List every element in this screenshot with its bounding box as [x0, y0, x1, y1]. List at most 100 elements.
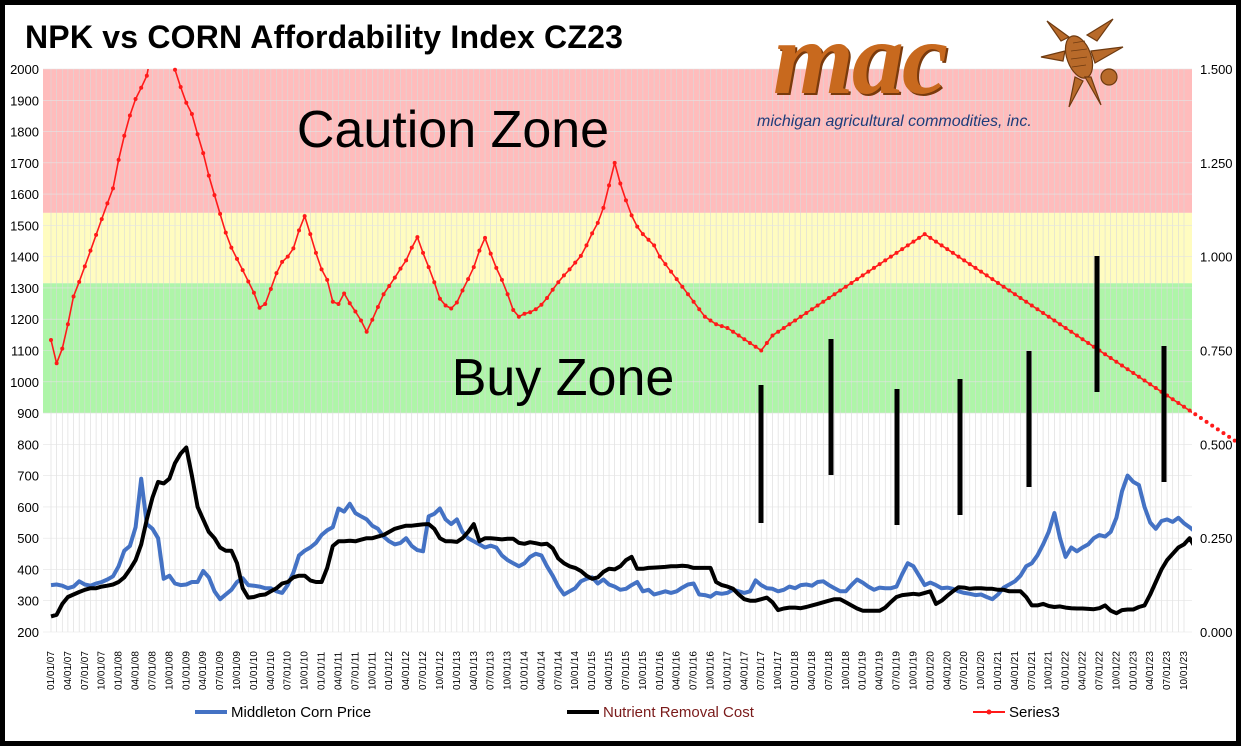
series3-point: [640, 232, 645, 237]
x-tick-label: 01/01/09: [181, 651, 192, 690]
legend-label-1: Nutrient Removal Cost: [603, 704, 755, 721]
x-tick-label: 01/01/14: [519, 651, 530, 690]
series3-point: [798, 314, 803, 319]
series3-point: [488, 251, 493, 256]
series3-point: [1176, 401, 1181, 406]
series3-point: [1029, 303, 1034, 308]
series3-point: [838, 288, 843, 293]
zone-band-2: [43, 283, 1192, 414]
series3-point: [370, 317, 375, 322]
series3-point: [855, 277, 860, 282]
series3-point: [781, 325, 786, 330]
series3-point: [1012, 292, 1017, 297]
series3-point: [809, 307, 814, 312]
series3-point: [1182, 404, 1186, 409]
series3-point: [776, 329, 781, 334]
series3-point: [268, 286, 273, 291]
x-tick-label: 04/01/17: [739, 651, 750, 690]
chart-canvas: Caution Zone Buy Zone 200 300 400 500 600 700 80…: [10, 62, 1236, 721]
series3-point: [922, 232, 927, 237]
x-tick-label: 01/01/08: [114, 651, 125, 690]
left-tick-label: 300: [17, 594, 39, 609]
caution-zone-label: Caution Zone: [297, 101, 609, 159]
series3-point: [1227, 434, 1232, 439]
series3-point: [1187, 408, 1192, 413]
series3-point: [719, 324, 724, 329]
series3-point: [330, 299, 335, 304]
series3-point: [437, 296, 442, 301]
x-tick-label: 01/01/12: [384, 651, 395, 690]
x-tick-label: 01/01/22: [1061, 651, 1072, 690]
x-tick-label: 07/01/09: [215, 651, 226, 690]
series3-point: [1063, 325, 1068, 330]
series3-point: [94, 232, 99, 237]
series3-point: [1131, 371, 1136, 376]
series3-point: [1086, 340, 1091, 345]
series3-point: [714, 322, 719, 327]
series3-point: [697, 307, 702, 312]
series3-point: [894, 250, 899, 255]
series3-point: [1204, 419, 1209, 424]
x-tick-label: 10/01/21: [1044, 651, 1055, 690]
series3-point: [1136, 374, 1141, 379]
series3-point: [1018, 295, 1023, 300]
series3-point: [1052, 318, 1057, 323]
series3-point: [1103, 352, 1108, 357]
series3-point: [612, 160, 617, 165]
series3-point: [905, 243, 910, 248]
left-tick-label: 1300: [10, 281, 39, 296]
x-tick-label: 07/01/21: [1027, 651, 1038, 690]
series3-point: [1142, 378, 1147, 383]
x-tick-label: 07/01/07: [80, 651, 91, 690]
right-tick-label: 1.250: [1200, 156, 1233, 171]
series3-point: [65, 322, 70, 327]
series3-point: [685, 292, 690, 297]
right-tick-label: 0.250: [1200, 531, 1233, 546]
series3-point: [471, 265, 476, 270]
x-tick-label: 10/01/12: [435, 651, 446, 690]
series3-point: [590, 231, 595, 236]
x-tick-label: 04/01/09: [198, 651, 209, 690]
series3-point: [212, 193, 217, 198]
left-tick-label: 1400: [10, 250, 39, 265]
zone-bands: [43, 69, 1192, 414]
series3-point: [652, 243, 657, 248]
series3-point: [229, 245, 234, 250]
series3-point: [950, 250, 955, 255]
x-tick-label: 10/01/10: [300, 651, 311, 690]
series3-point: [561, 273, 566, 278]
x-tick-label: 04/01/11: [333, 651, 344, 690]
series3-point: [556, 280, 561, 285]
series3-point: [218, 211, 223, 216]
x-tick-label: 01/01/19: [858, 651, 869, 690]
series3-point: [285, 254, 290, 259]
right-tick-label: 0.750: [1200, 344, 1233, 359]
x-tick-label: 10/01/14: [570, 651, 581, 690]
x-tick-label: 10/01/16: [706, 651, 717, 690]
left-tick-label: 1800: [10, 125, 39, 140]
x-tick-label: 10/01/20: [976, 651, 987, 690]
series3-point: [753, 344, 758, 349]
right-tick-label: 0.000: [1200, 625, 1233, 640]
zone-band-0: [43, 69, 1192, 213]
series3-point: [528, 310, 533, 315]
x-tick-label: 07/01/23: [1162, 651, 1173, 690]
left-tick-label: 400: [17, 562, 39, 577]
series3-point: [1193, 412, 1198, 417]
series3-point: [804, 310, 809, 315]
series3-point: [584, 243, 589, 248]
series3-point: [105, 201, 110, 206]
series3-point: [522, 311, 527, 316]
series3-point: [1114, 359, 1119, 364]
series3-point: [832, 292, 837, 297]
series3-point: [173, 67, 178, 72]
series3-point: [274, 271, 279, 276]
series3-point: [240, 268, 245, 273]
series3-point: [499, 277, 504, 282]
buy-zone-label: Buy Zone: [452, 349, 675, 407]
x-tick-label: 07/01/13: [486, 651, 497, 690]
series3-point: [263, 301, 268, 306]
x-tick-label: 04/01/10: [266, 651, 277, 690]
x-tick-label: 10/01/08: [164, 651, 175, 690]
series3-point: [195, 132, 200, 137]
